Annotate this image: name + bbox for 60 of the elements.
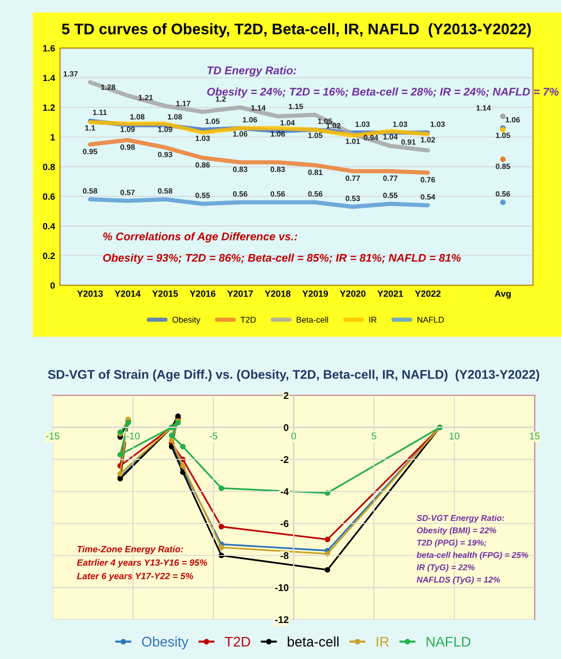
y-tick-label: 0.2 — [42, 252, 55, 260]
x-tick-label: Y2013 — [77, 290, 103, 297]
y-tick-label: 1.4 — [43, 74, 56, 82]
x-tick-label: -15 — [46, 432, 60, 440]
x-tick-label: 15 — [530, 432, 540, 440]
legend-label: NAFLD — [426, 636, 470, 647]
legend-label: NAFLD — [418, 316, 444, 323]
chart-title: SD-VGT of Strain (Age Diff.) vs. (Obesity, T2D, Beta-cell, IR, NAFLD) (Y2013-Y2022) — [48, 370, 540, 382]
chart-title: 5 TD curves of Obesity, T2D, Beta-cell, IR, NAFLD (Y2013-Y2022) — [62, 23, 531, 38]
x-tick-label: Y2014 — [114, 290, 141, 297]
x-tick-label: Y2022 — [414, 290, 441, 297]
legend-label: Beta-cell — [296, 316, 328, 323]
y-tick-label: -12 — [275, 616, 288, 623]
x-tick-label: 10 — [450, 432, 460, 440]
annotation: Eatrlier 4 years Y13-Y16 = 95% — [76, 559, 208, 568]
y-tick-label: -10 — [275, 584, 288, 592]
x-tick-label: -10 — [126, 432, 140, 440]
y-tick-label: 1.6 — [43, 45, 55, 52]
x-tick-label: Y2021 — [377, 290, 404, 297]
y-tick-label: -6 — [280, 520, 288, 528]
legend-label: IR — [376, 636, 389, 647]
y-tick-label: -2 — [280, 456, 288, 463]
annotation: Later 6 years Y17-Y22 = 5% — [76, 572, 194, 581]
x-tick-label: 0 — [291, 432, 296, 440]
x-tick-label: Y2017 — [227, 290, 253, 297]
annotation: Time-Zone Energy Ratio: — [77, 546, 184, 554]
annotation: % Correlations of Age Difference vs.: — [103, 232, 298, 243]
x-tick-label: -5 — [209, 432, 218, 440]
annotation: IR (TyG) = 22% — [416, 564, 475, 572]
annotation: beta-cell health (FPG) = 25% — [416, 552, 528, 560]
y-tick-label: -8 — [280, 552, 289, 560]
x-tick-label: Y2019 — [302, 290, 328, 297]
y-tick-label: 0.8 — [42, 164, 55, 170]
annotation: TD Energy Ratio: — [207, 66, 296, 77]
y-tick-label: 0.4 — [42, 223, 56, 230]
x-tick-label: Y2015 — [152, 290, 178, 297]
y-tick-label: 1.2 — [43, 104, 55, 111]
annotation: Obesity = 93%; T2D = 86%; Beta-cell = 85%; IR = 81%; NAFLD = 81% — [103, 254, 461, 264]
y-tick-label: 0.6 — [42, 193, 55, 200]
x-tick-label: Y2016 — [190, 290, 216, 297]
x-tick-label: 5 — [372, 432, 376, 440]
legend-label: IR — [369, 316, 376, 323]
annotation: Obesity (BMI) = 22% — [416, 527, 496, 535]
legend-label: Obesity — [172, 316, 200, 324]
annotation: SD-VGT Energy Ratio: — [416, 514, 504, 523]
legend-label: beta-cell — [288, 636, 338, 647]
y-tick-label: -4 — [280, 488, 289, 495]
annotation: Obesity = 24%; T2D = 16%; Beta-cell = 28%; IR = 24%; NAFLD = 7% — [207, 88, 559, 98]
x-tick-label: Y2018 — [264, 290, 290, 297]
legend-label: T2D — [224, 636, 250, 647]
y-tick-label: 1 — [50, 134, 55, 140]
annotation: T2D (PPG) = 19%; — [417, 539, 486, 548]
annotation: NAFLDS (TyG) = 12% — [416, 576, 500, 584]
y-tick-label: 0 — [284, 424, 288, 432]
y-tick-label: 2 — [284, 392, 288, 399]
legend-label: Obesity — [142, 636, 188, 650]
x-tick-label: Avg — [494, 290, 511, 299]
x-tick-label: Y2020 — [340, 290, 366, 297]
legend-label: T2D — [240, 316, 256, 323]
y-tick-label: 0 — [50, 282, 55, 289]
